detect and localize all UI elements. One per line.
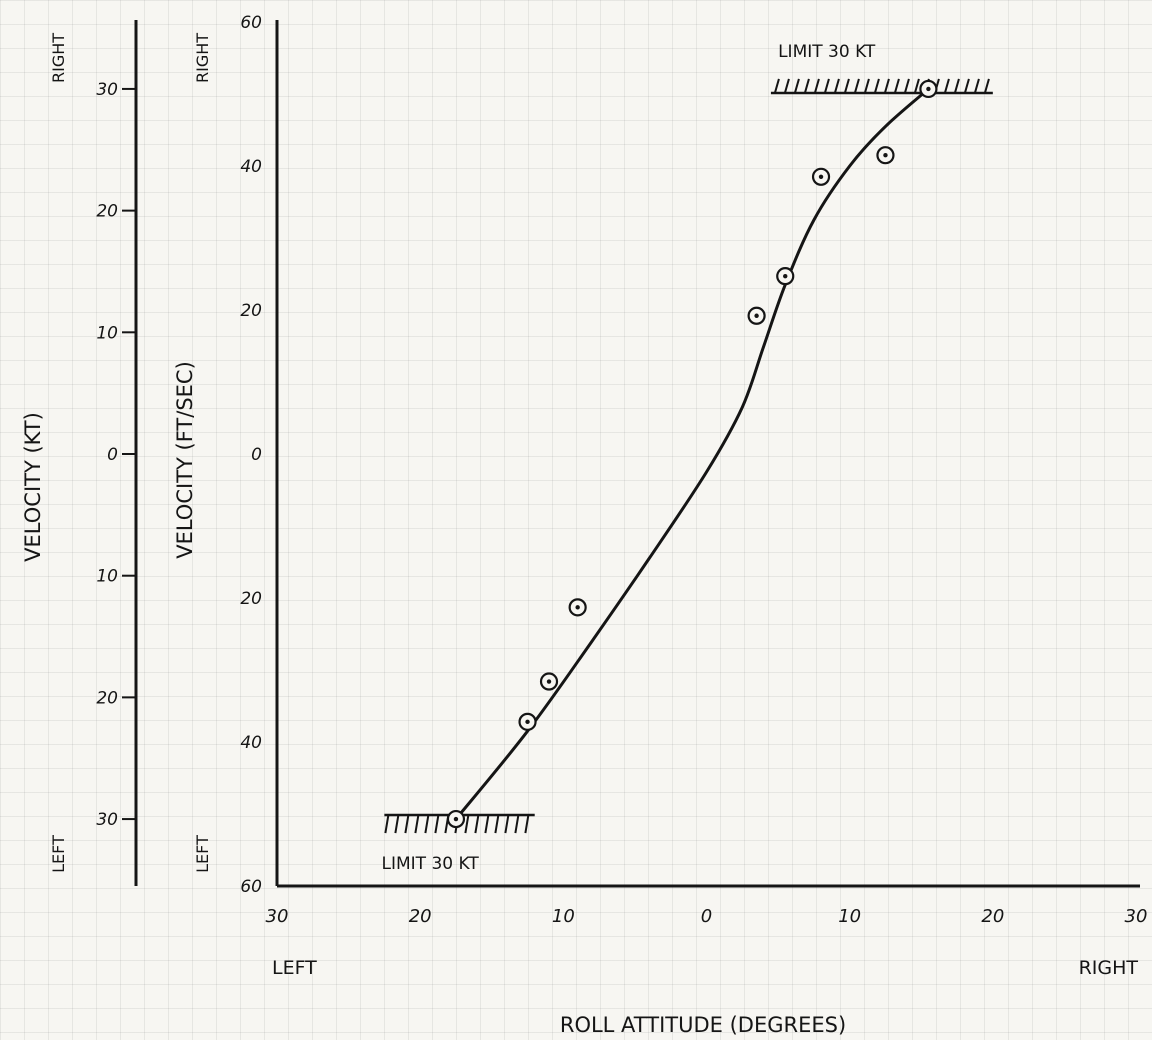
limit-hatch — [465, 815, 468, 833]
ftsec-axis-right-label: RIGHT — [193, 33, 212, 83]
roll-tick-label: 30 — [1125, 906, 1148, 927]
limit-hatch — [885, 79, 889, 93]
roll-tick-label: 30 — [266, 906, 289, 927]
limit-label: LIMIT 30 KT — [382, 854, 480, 874]
data-point — [920, 81, 936, 97]
data-points — [448, 81, 936, 827]
data-point — [541, 674, 557, 690]
limit-hatch — [485, 815, 488, 833]
kt-tick-label: 20 — [96, 202, 118, 222]
roll-tick-label: 10 — [838, 906, 861, 927]
ftsec-axis-left-label: LEFT — [193, 835, 212, 873]
data-point — [813, 169, 829, 185]
kt-tick-label: 0 — [107, 445, 118, 465]
limit-label: LIMIT 30 KT — [778, 42, 876, 62]
limit-hatch — [785, 79, 789, 93]
roll-tick-label: 0 — [701, 906, 712, 927]
kt-axis-right-label: RIGHT — [49, 33, 68, 83]
data-point — [520, 714, 536, 730]
kt-tick-label: 10 — [96, 323, 118, 343]
limit-hatch — [845, 79, 849, 93]
kt-tick-label: 30 — [96, 80, 118, 100]
ftsec-tick-label: 40 — [240, 733, 262, 753]
ftsec-tick-label: 40 — [240, 157, 262, 177]
velocity-kt-ticks: 30 20 10 0 10 20 30 — [96, 80, 136, 830]
kt-axis-left-label: LEFT — [49, 835, 68, 873]
limit-hatch — [955, 79, 959, 93]
limit-hatch — [855, 79, 859, 93]
limit-hatch — [775, 79, 779, 93]
limit-hatch — [865, 79, 869, 93]
limit-hatch — [815, 79, 819, 93]
limit-hatch — [795, 79, 799, 93]
velocity-kt-axis-title: VELOCITY (KT) — [21, 412, 45, 562]
limit-hatch — [945, 79, 949, 93]
limit-hatch — [395, 815, 398, 833]
ftsec-tick-label: 60 — [240, 877, 262, 897]
limit-hatch — [835, 79, 839, 93]
fit-curve — [456, 89, 928, 819]
data-point — [877, 147, 893, 163]
data-point — [777, 268, 793, 284]
x-axis-left-label: LEFT — [272, 957, 317, 979]
kt-tick-label: 20 — [96, 688, 118, 708]
x-axis-right-label: RIGHT — [1079, 957, 1139, 979]
roll-attitude-ticks: 30 20 10 0 10 20 30 — [266, 906, 1148, 927]
data-point — [448, 811, 464, 827]
velocity-ftsec-ticks: 60 40 20 0 20 40 60 — [240, 13, 262, 897]
limit-hatch — [495, 815, 498, 833]
ftsec-tick-label: 60 — [240, 13, 262, 33]
limit-hatch — [475, 815, 478, 833]
limit-hatch — [415, 815, 418, 833]
data-point — [570, 599, 586, 615]
velocity-ftsec-axis-title: VELOCITY (FT/SEC) — [173, 361, 197, 559]
limit-hatch — [525, 815, 528, 833]
limit-annotations: LIMIT 30 KT LIMIT 30 KT — [382, 42, 993, 874]
roll-tick-label: 20 — [409, 906, 432, 927]
limit-hatch — [965, 79, 969, 93]
limit-hatch — [385, 815, 388, 833]
limit-hatch — [985, 79, 989, 93]
limit-hatch — [905, 79, 909, 93]
ftsec-tick-label: 20 — [240, 301, 262, 321]
limit-hatch — [825, 79, 829, 93]
limit-hatch — [895, 79, 899, 93]
ftsec-tick-label: 0 — [251, 445, 262, 465]
roll-tick-label: 10 — [552, 906, 575, 927]
limit-hatch — [405, 815, 408, 833]
limit-hatch — [515, 815, 518, 833]
limit-hatch — [915, 79, 919, 93]
x-axis-title: ROLL ATTITUDE (DEGREES) — [560, 1013, 846, 1037]
data-point — [749, 308, 765, 324]
limit-hatch — [425, 815, 428, 833]
roll-tick-label: 20 — [981, 906, 1004, 927]
limit-hatch — [805, 79, 809, 93]
limit-hatch — [975, 79, 979, 93]
kt-tick-label: 10 — [96, 567, 118, 587]
limit-hatch — [505, 815, 508, 833]
ftsec-tick-label: 20 — [240, 589, 262, 609]
limit-hatch — [875, 79, 879, 93]
kt-tick-label: 30 — [96, 810, 118, 830]
limit-hatch — [435, 815, 438, 833]
